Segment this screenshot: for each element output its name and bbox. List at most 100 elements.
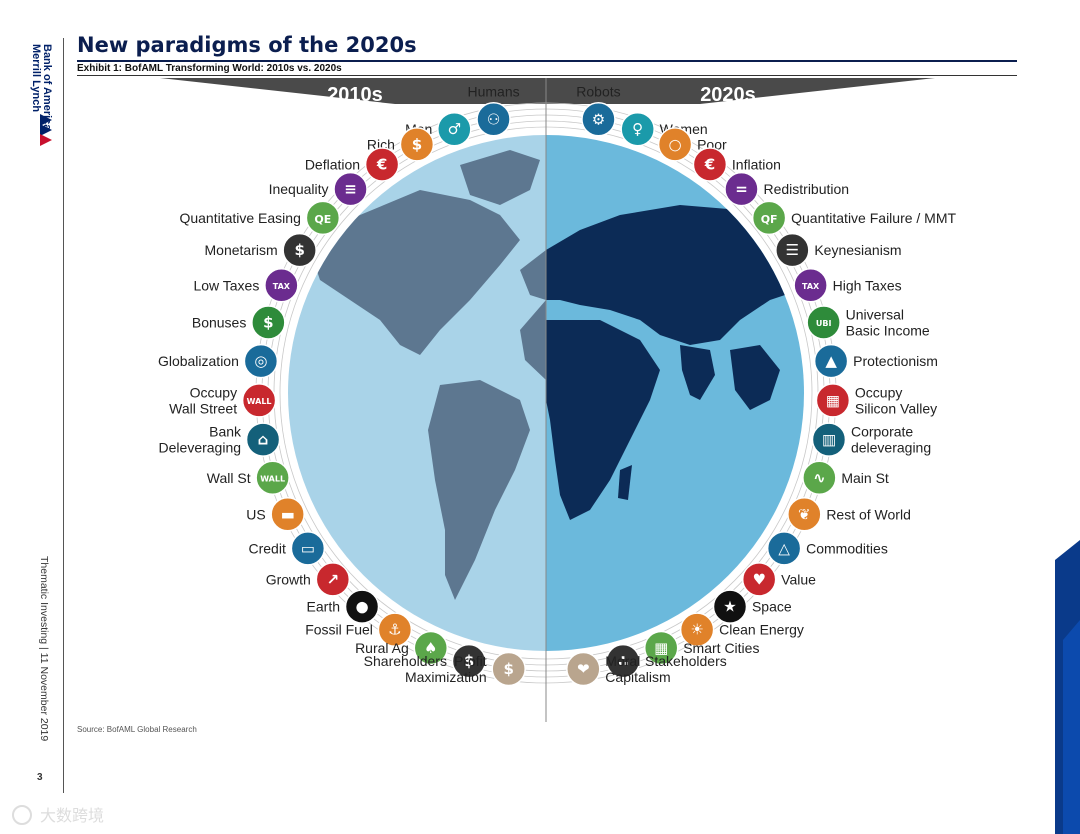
tax-down-icon-glyph: TAX [273, 282, 291, 291]
lightbulb-icon-glyph: ☀ [690, 621, 703, 639]
paradigm-label-line: Growth [266, 571, 311, 587]
tax-down-icon [264, 268, 299, 303]
paradigm-right-8: TAX High Taxes [793, 268, 902, 303]
farmer-icon-glyph: ♠ [424, 639, 437, 657]
paradigm-label-line: High Taxes [833, 277, 902, 293]
paradigm-right-18: ☀ Clean Energy [679, 612, 804, 647]
paradigm-label-line: Corporate [851, 424, 913, 440]
qe-banknote-icon [305, 200, 341, 236]
sidebar: Bank of America Merrill Lynch Thematic I… [0, 0, 70, 834]
paradigm-label-line: Silicon Valley [855, 400, 937, 416]
banner-left [160, 78, 546, 104]
bank-building-icon [245, 422, 281, 457]
smart-city-icon-glyph: ▦ [654, 639, 668, 657]
qe-banknote-icon-glyph: QE [314, 213, 331, 226]
header-2020s: 2020s [700, 84, 756, 106]
paradigm-label-line: Clean Energy [719, 622, 804, 638]
paradigm-label: Redistribution [763, 181, 849, 197]
paradigm-label-line: Rural Ag [355, 640, 409, 656]
paradigm-label: Corporate deleveraging [851, 424, 931, 456]
paradigm-label: Commodities [806, 540, 888, 556]
page-title: New paradigms of the 2020s [77, 33, 417, 57]
wall-street-protest-icon-glyph: WALL [247, 397, 272, 406]
paradigm-label: Fossil Fuel [305, 622, 373, 638]
tax-up-icon [793, 268, 828, 303]
globe [288, 78, 804, 722]
globe-icon [243, 343, 279, 379]
header-banner: 2010s 2020s [160, 78, 935, 106]
paradigm-left-14: ▬ US [246, 497, 305, 532]
shareholders-icon-glyph: $ [464, 652, 474, 670]
globe-icon-glyph: ◎ [254, 352, 267, 370]
landmass-madagascar [618, 465, 632, 500]
empty-bag-icon-glyph: ○ [669, 135, 682, 153]
paradigm-label-line: Smart Cities [683, 640, 759, 656]
bonus-person-icon-glyph: $ [263, 313, 273, 331]
banner-right [546, 78, 935, 104]
landmass-greenland [460, 150, 540, 205]
paradigm-label: High Taxes [833, 277, 902, 293]
paradigm-label: Clean Energy [719, 622, 804, 638]
paradigm-label-line: Capitalism [605, 669, 670, 685]
bonus-person-icon [251, 305, 286, 340]
paradigm-label-line: Fossil Fuel [305, 622, 373, 638]
paradigm-left-20: $ Shareholders [364, 643, 487, 679]
paradigm-label-line: Bank [209, 424, 242, 440]
growth-chart-icon-glyph: ↗ [327, 570, 340, 588]
paradigm-right-6: QF Quantitative Failure / MMT [751, 200, 957, 236]
silicon-valley-protest-icon [815, 383, 851, 418]
landmass-north-america [310, 190, 520, 355]
paradigm-right-16: ♥ Value [741, 562, 816, 597]
shareholders-icon [451, 643, 487, 679]
paradigm-items: ⚇Humans♂Men$Rich€Deflation≡InequalityQEQ… [158, 83, 957, 687]
paradigm-label: Wall St [207, 470, 251, 486]
paradigm-label: Monetarism [205, 242, 278, 258]
paradigm-right-2: ♀ Women [620, 111, 708, 147]
paradigm-label-line: Basic Income [846, 322, 930, 338]
paradigm-left-21: $Profit Maximization [405, 651, 526, 687]
paradigm-left-12: ⌂ Bank Deleveraging [159, 422, 281, 457]
paradigm-label-line: Wall Street [169, 400, 237, 416]
stakeholders-network-icon-glyph: ∴ [618, 652, 628, 670]
credit-card-icon-glyph: ▭ [301, 539, 315, 557]
oil-pump-icon-glyph: ⚓ [388, 621, 401, 639]
paradigm-label-line: Profit [454, 653, 487, 669]
landmass-india [680, 345, 715, 400]
paradigm-right-13: ∿ Main St [802, 460, 889, 496]
paradigm-right-1: ⚙ Robots [576, 83, 621, 137]
paradigm-label-line: Rest of World [826, 506, 911, 522]
paradigm-label-line: Low Taxes [193, 277, 259, 293]
paradigm-label: Keynesianism [814, 242, 901, 258]
paradigm-label-line: Inflation [732, 156, 781, 172]
paradigm-left-15: ▭ Credit [249, 531, 326, 566]
ubi-badge-icon-glyph: UBI [816, 319, 832, 328]
paradigm-right-10: ▲ Protectionism [813, 343, 938, 379]
paradigm-label-line: Redistribution [763, 181, 849, 197]
paradigm-left-19: ♠ Rural Ag [355, 630, 449, 666]
paradigm-label-line: Occupy [190, 384, 237, 400]
commodities-icon [766, 531, 802, 566]
robot-icon [581, 102, 616, 137]
paradigm-label-line: Robots [576, 83, 620, 99]
office-buildings-icon [811, 422, 847, 457]
decorative-edge [1055, 0, 1080, 834]
paradigm-left-3: $Rich [367, 127, 435, 162]
paradigm-label-line: Quantitative Easing [179, 210, 300, 226]
shield-lock-icon-glyph: ▲ [825, 352, 837, 370]
dollar-network-icon [282, 232, 317, 268]
landmass-west-europe [520, 250, 546, 300]
paradigm-label-line: Deflation [305, 156, 360, 172]
paradigm-label-line: deleveraging [851, 440, 931, 456]
paradigm-right-14: ❦ Rest of World [787, 497, 911, 532]
paradigm-label-line: Wall St [207, 470, 251, 486]
landmass-south-america [428, 380, 530, 600]
oil-pump-icon [377, 612, 413, 647]
rocket-globe-icon-glyph: ★ [723, 598, 736, 616]
euro-up-icon-glyph: € [704, 155, 715, 173]
equal-people-icon [724, 171, 759, 207]
source-note: Source: BofAML Global Research [77, 725, 197, 734]
paradigm-label: Rest of World [826, 506, 911, 522]
title-divider [77, 60, 1017, 62]
paradigm-label: Bank Deleveraging [159, 424, 242, 456]
tax-up-icon-glyph: TAX [802, 282, 820, 291]
